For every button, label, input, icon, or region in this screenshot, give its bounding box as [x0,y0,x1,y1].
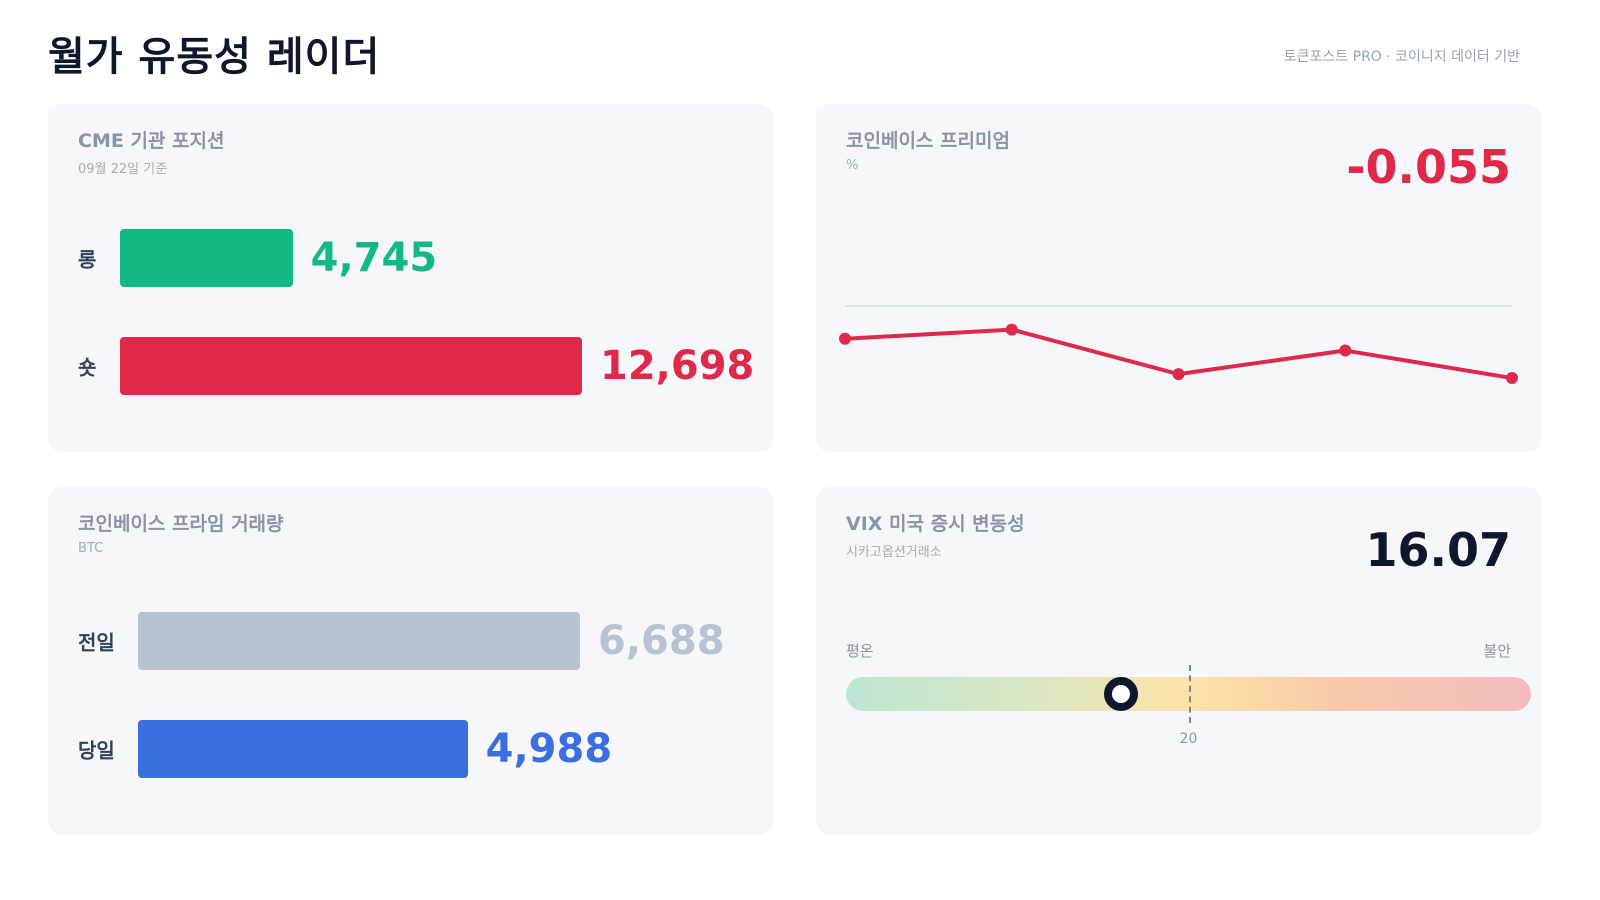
card-title: 코인베이스 프리미엄 [846,130,1010,152]
premium-point [1005,323,1018,336]
prev-day-value: 6,688 [598,618,725,664]
page-title: 월가 유동성 레이더 [48,34,381,80]
short-row: 숏 12,698 [78,337,758,395]
today-row: 당일 4,988 [78,720,758,778]
prev-day-row: 전일 6,688 [78,612,758,670]
unit-label: BTC [78,541,104,556]
today-bar [138,720,468,778]
gauge-marker [1104,677,1139,711]
card-subtitle: 시카고옵션거래소 [846,545,942,560]
gauge-high-label: 불안 [1483,642,1511,660]
coinbase-prime-volume-card: 코인베이스 프라임 거래량 BTC 전일 6,688 당일 4,988 [48,487,773,835]
card-subtitle: 09월 22일 기준 [78,162,168,177]
vix-card: VIX 미국 증시 변동성 시카고옵션거래소 16.07 평온 불안 20 [816,487,1541,835]
source-note: 토큰포스트 PRO · 코이니지 데이터 기반 [1283,49,1520,65]
long-bar [120,229,293,287]
card-title: VIX 미국 증시 변동성 [846,513,1025,535]
premium-point [1339,344,1352,357]
premium-point [839,332,851,345]
unit-label: % [846,158,859,173]
vix-value: 16.07 [1365,523,1511,577]
premium-point [1506,372,1518,385]
prev-day-bar [138,612,580,670]
long-row: 롱 4,745 [78,229,758,287]
premium-point [1172,368,1185,381]
coinbase-premium-card: 코인베이스 프리미엄 % -0.055 [816,104,1541,452]
long-value: 4,745 [310,235,438,281]
short-bar [120,337,582,395]
prev-day-label: 전일 [78,630,115,655]
short-label: 숏 [78,355,97,380]
premium-value: -0.055 [1346,140,1511,194]
cme-position-card: CME 기관 포지션 09월 22일 기준 롱 4,745 숏 12,698 [48,104,773,452]
gauge-threshold-line [1188,665,1191,723]
today-value: 4,988 [485,726,613,772]
gauge-low-label: 평온 [846,642,874,660]
premium-line-chart [839,305,1518,385]
card-title: CME 기관 포지션 [78,130,225,152]
long-label: 롱 [78,247,97,272]
today-label: 당일 [78,738,115,763]
short-value: 12,698 [600,343,755,389]
gauge-threshold-label: 20 [1179,731,1198,747]
card-title: 코인베이스 프라임 거래량 [78,513,284,535]
